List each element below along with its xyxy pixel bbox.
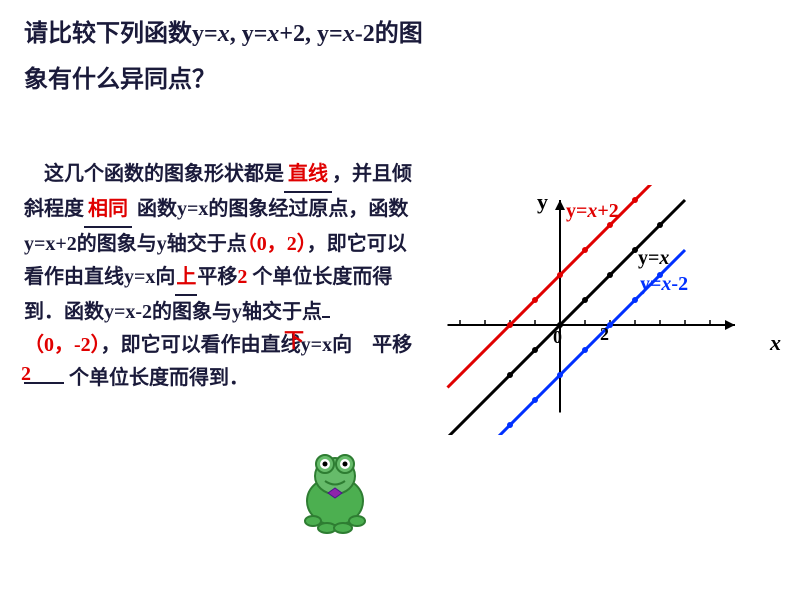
- frog-icon: [295, 446, 375, 536]
- title-text: -2的图: [355, 21, 423, 47]
- title-text: , y=: [230, 21, 268, 47]
- x-axis-label: x: [770, 330, 781, 356]
- body-paragraph: 这几个函数的图象形状都是直线，并且倾斜程度相同 函数y=x的图象经过原点，函数y…: [24, 158, 424, 395]
- answer-down: 下: [284, 325, 304, 358]
- title-line2: 象有什么异同点？: [24, 67, 216, 93]
- y-axis-label: y: [537, 189, 548, 215]
- title-x: x: [267, 21, 279, 47]
- body-text: ，即它可以看作由直线y=x向 平移: [101, 334, 412, 356]
- title-text: 请比较下列函数y=: [24, 21, 218, 47]
- answer-point2: （0，-2）: [24, 334, 101, 356]
- body-text: 平移: [197, 266, 237, 288]
- question-title: 请比较下列函数y=x, y=x+2, y=x-2的图 象有什么异同点？: [24, 12, 584, 103]
- answer-point1: （0，2）: [237, 233, 307, 255]
- title-text: +2, y=: [279, 21, 342, 47]
- answer-line: 直线: [284, 158, 332, 193]
- tick-2-label: 2: [600, 324, 609, 345]
- origin-label: 0: [553, 327, 562, 348]
- equation-label-black: y=x: [638, 247, 669, 270]
- equation-label-blue: y=x-2: [640, 273, 688, 296]
- blank: [322, 316, 330, 318]
- body-text: 这几个函数的图象形状都是: [24, 163, 284, 185]
- answer-2b: 2: [21, 358, 31, 391]
- answer-up: 上: [175, 261, 197, 296]
- equation-label-red: y=x+2: [566, 200, 619, 223]
- title-x: x: [218, 21, 230, 47]
- answer-same: 相同: [84, 193, 132, 228]
- answer-2a: 2: [237, 266, 247, 288]
- body-text: 个单位长度而得到．: [69, 367, 249, 389]
- title-x: x: [343, 21, 355, 47]
